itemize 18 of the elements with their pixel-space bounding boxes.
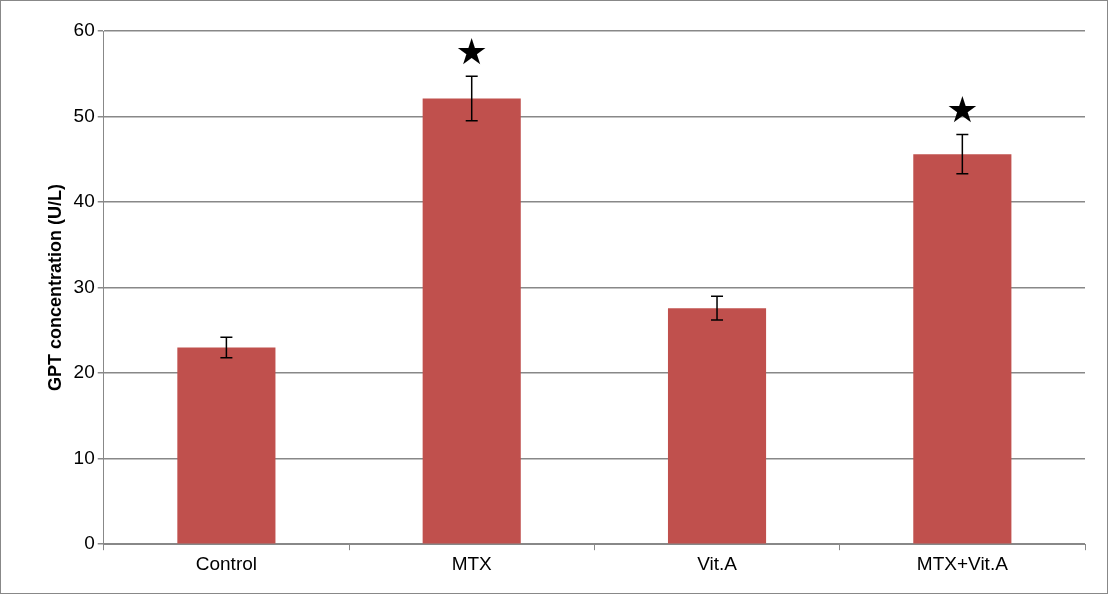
y-axis-title: GPT concentration (U/L) (44, 184, 65, 392)
y-tick-label: 40 (73, 190, 95, 212)
x-tick-label: MTX (451, 552, 493, 574)
x-tick-label: MTX+Vit.A (916, 552, 1009, 574)
y-tick-label: 10 (73, 446, 95, 468)
y-tick-label: 60 (73, 19, 95, 41)
x-tick-label: Vit.A (697, 552, 738, 574)
data-label: ★ (946, 88, 979, 130)
y-tick-label: 0 (84, 532, 95, 554)
data-label: ★ (455, 30, 488, 72)
y-tick-label: 50 (73, 104, 95, 126)
bar (913, 154, 1012, 544)
bar (177, 347, 276, 544)
x-tick-label: Control (195, 552, 258, 574)
bar (422, 98, 521, 544)
bar (667, 308, 767, 544)
y-tick-label: 20 (73, 361, 95, 383)
y-tick-label: 30 (73, 275, 95, 297)
